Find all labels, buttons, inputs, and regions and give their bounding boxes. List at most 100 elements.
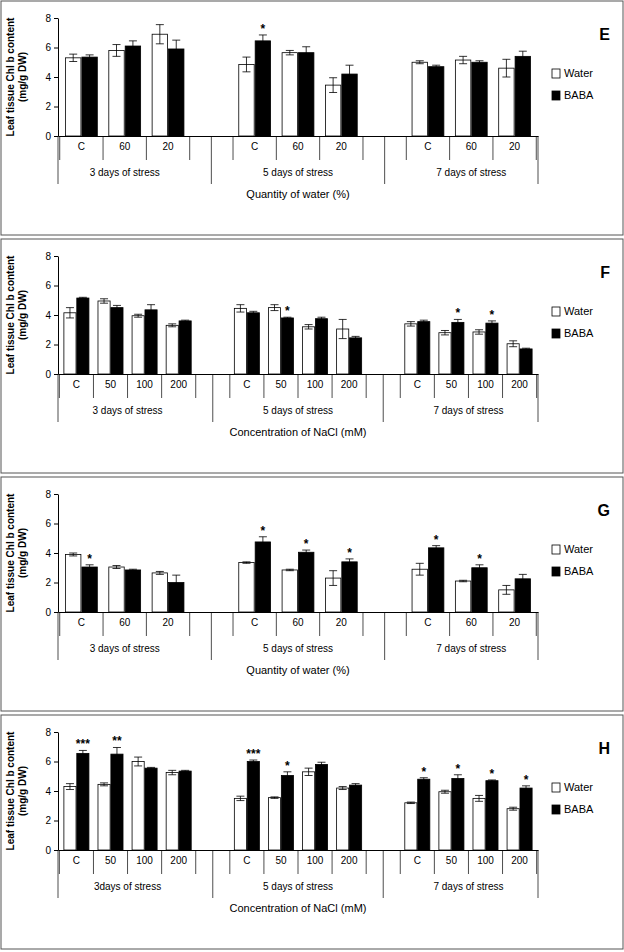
bar bbox=[268, 798, 280, 850]
error-line bbox=[321, 762, 322, 766]
x-axis: C6020C6020C6020 bbox=[59, 613, 539, 629]
x-tick-label: 50 bbox=[275, 855, 287, 866]
x-tick: 60 bbox=[292, 141, 304, 152]
error-bar bbox=[113, 747, 121, 760]
error-cap bbox=[129, 51, 137, 52]
x-tick-label: 100 bbox=[136, 855, 153, 866]
separator bbox=[195, 374, 196, 398]
y-tick-label: 6 bbox=[45, 518, 51, 529]
error-cap bbox=[317, 317, 325, 318]
error-cap bbox=[420, 320, 428, 321]
error-cap bbox=[352, 786, 360, 787]
separator bbox=[127, 850, 128, 874]
error-line bbox=[176, 575, 177, 590]
x-axis: C6020C6020C6020 bbox=[59, 137, 539, 153]
bar bbox=[281, 776, 293, 850]
bar bbox=[486, 323, 498, 374]
error-cap bbox=[475, 570, 483, 571]
error-cap bbox=[100, 782, 108, 783]
y-tick-label: 4 bbox=[45, 72, 51, 83]
error-bar bbox=[329, 571, 337, 586]
x-tick-label: 60 bbox=[466, 617, 478, 628]
panel-frame bbox=[1, 1, 623, 235]
separator bbox=[59, 136, 60, 160]
error-cap bbox=[69, 555, 77, 556]
x-tick-label: 50 bbox=[105, 855, 117, 866]
bar bbox=[179, 771, 191, 850]
error-cap bbox=[475, 801, 483, 802]
y-tick-label: 8 bbox=[45, 727, 51, 738]
error-cap bbox=[346, 65, 354, 66]
bar bbox=[166, 773, 178, 850]
error-cap bbox=[236, 304, 244, 305]
error-line bbox=[444, 330, 445, 334]
y-axis-title: Leaf tissue Chl b content bbox=[5, 731, 16, 851]
separator bbox=[362, 612, 363, 636]
error-cap bbox=[317, 762, 325, 763]
significance-label: * bbox=[304, 537, 309, 551]
x-tick-label: 100 bbox=[477, 855, 494, 866]
error-cap bbox=[352, 339, 360, 340]
error-line bbox=[138, 314, 139, 317]
x-tick: 100 bbox=[477, 379, 494, 390]
error-cap bbox=[522, 348, 530, 349]
error-bar bbox=[519, 51, 527, 61]
error-bar bbox=[69, 553, 77, 556]
bar bbox=[303, 772, 315, 850]
error-line bbox=[172, 324, 173, 327]
separator bbox=[146, 136, 147, 160]
error-bar bbox=[134, 314, 142, 317]
error-cap bbox=[172, 589, 180, 590]
panel: *02468C6020C6020C60203 days of stress5 d… bbox=[1, 1, 623, 235]
bar bbox=[268, 308, 280, 374]
error-bar bbox=[113, 45, 121, 57]
group-separator bbox=[538, 136, 539, 184]
bar bbox=[520, 349, 532, 374]
error-line bbox=[172, 770, 173, 774]
error-cap bbox=[249, 311, 257, 312]
error-bar bbox=[317, 762, 325, 766]
y-tick: 4 bbox=[45, 786, 58, 797]
error-cap bbox=[416, 63, 424, 64]
error-bar bbox=[236, 796, 244, 800]
x-tick: 50 bbox=[275, 855, 287, 866]
x-axis-title: Concentration of NaCl (mM) bbox=[230, 902, 367, 914]
error-bar bbox=[172, 40, 180, 58]
x-tick: 100 bbox=[136, 855, 153, 866]
error-cap bbox=[286, 570, 294, 571]
significance-label: * bbox=[421, 765, 426, 779]
separator bbox=[263, 850, 264, 874]
y-tick-label: 6 bbox=[45, 756, 51, 767]
y-tick-mark bbox=[54, 524, 58, 525]
legend-label: BABA bbox=[564, 565, 594, 577]
error-cap bbox=[475, 63, 483, 64]
error-cap bbox=[339, 789, 347, 790]
error-cap bbox=[459, 581, 467, 582]
error-cap bbox=[172, 575, 180, 576]
panel-title: H bbox=[598, 740, 610, 757]
y-tick-mark bbox=[54, 821, 58, 822]
error-cap bbox=[286, 569, 294, 570]
error-cap bbox=[475, 334, 483, 335]
error-cap bbox=[283, 318, 291, 319]
legend-label: Water bbox=[564, 781, 593, 793]
bar bbox=[125, 570, 140, 612]
error-cap bbox=[134, 317, 142, 318]
group-separator bbox=[58, 850, 59, 898]
x-tick-label: 100 bbox=[136, 379, 153, 390]
legend-swatch bbox=[552, 567, 560, 576]
bar bbox=[298, 552, 313, 612]
bar bbox=[169, 49, 184, 136]
panel-title: F bbox=[600, 264, 610, 281]
error-cap bbox=[113, 44, 121, 45]
separator bbox=[400, 374, 401, 398]
bar bbox=[82, 57, 97, 136]
plot-marks bbox=[64, 747, 532, 850]
x-axis-line bbox=[59, 136, 539, 137]
error-bar bbox=[113, 566, 121, 569]
y-axis-line bbox=[58, 19, 59, 137]
error-cap bbox=[519, 51, 527, 52]
error-bar bbox=[454, 775, 462, 782]
error-bar bbox=[286, 50, 294, 54]
error-cap bbox=[509, 807, 517, 808]
